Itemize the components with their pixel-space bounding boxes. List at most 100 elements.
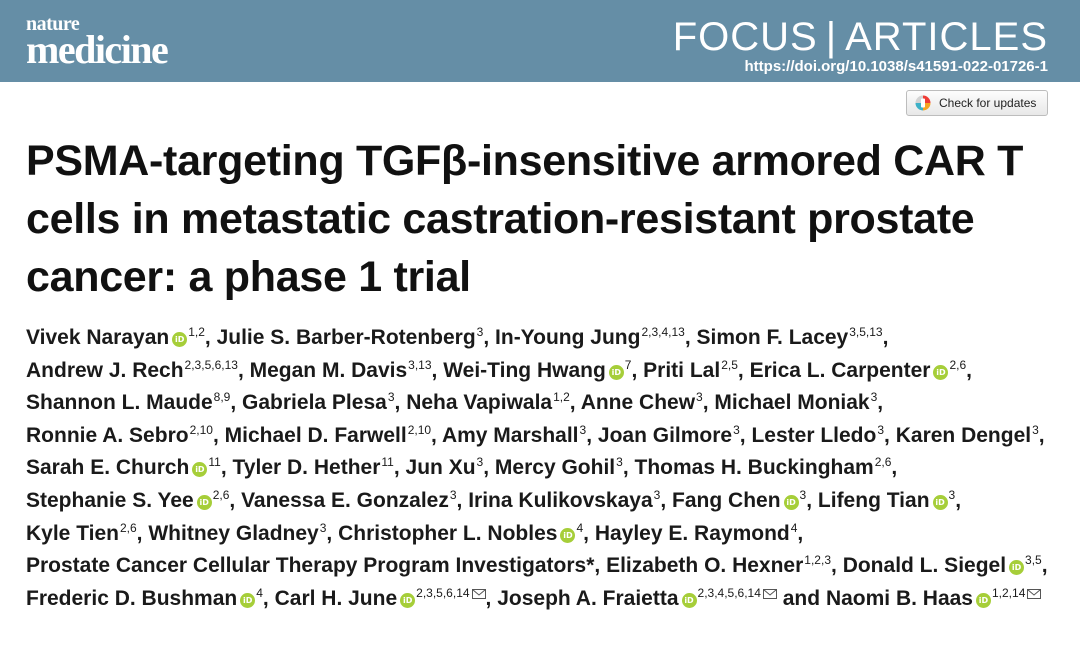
- orcid-icon[interactable]: iD: [933, 364, 949, 380]
- check-for-updates-button[interactable]: Check for updates: [906, 90, 1048, 116]
- author[interactable]: Joan Gilmore3,: [597, 422, 746, 447]
- affiliation-marker[interactable]: 11: [381, 455, 394, 470]
- author[interactable]: Prostate Cancer Cellular Therapy Program…: [26, 554, 601, 578]
- author[interactable]: Michael D. Farwell2,10,: [224, 422, 437, 447]
- affiliation-marker[interactable]: 3: [799, 487, 807, 502]
- orcid-icon[interactable]: iD: [608, 364, 624, 380]
- author[interactable]: Amy Marshall3,: [441, 422, 593, 447]
- affiliation-marker[interactable]: 4: [576, 520, 584, 535]
- affiliation-marker[interactable]: 3: [733, 422, 740, 437]
- author[interactable]: Hayley E. Raymond4,: [594, 520, 804, 545]
- author[interactable]: Whitney Gladney3,: [148, 520, 333, 545]
- author[interactable]: Neha Vapiwala1,2,: [406, 390, 576, 415]
- affiliation-marker[interactable]: 1,2: [553, 390, 570, 405]
- author[interactable]: Shannon L. Maude8,9,: [26, 390, 237, 415]
- affiliation-marker[interactable]: 2,3,4,13: [641, 325, 685, 339]
- author[interactable]: Stephanie S. Yee iD2,6,: [26, 487, 236, 512]
- journal-logo[interactable]: nature medicine: [26, 14, 169, 70]
- affiliation-marker[interactable]: 3: [948, 487, 956, 502]
- author[interactable]: Tyler D. Hether11,: [232, 455, 400, 480]
- affiliation-marker[interactable]: 3: [877, 422, 885, 437]
- email-icon[interactable]: [762, 588, 777, 599]
- affiliation-marker[interactable]: 3: [870, 390, 878, 405]
- affiliation-marker[interactable]: 2,6: [119, 520, 137, 535]
- affiliation-marker[interactable]: 3: [653, 487, 661, 502]
- orcid-icon[interactable]: iD: [240, 592, 256, 608]
- author[interactable]: Jun Xu3,: [405, 455, 490, 480]
- affiliation-marker[interactable]: 1,2,14: [992, 585, 1026, 600]
- author[interactable]: Ronnie A. Sebro2,10,: [26, 422, 219, 447]
- affiliation-marker[interactable]: 7: [624, 357, 632, 372]
- author[interactable]: Irina Kulikovskaya3,: [468, 487, 667, 512]
- author[interactable]: Naomi B. Haas iD1,2,14: [826, 585, 1042, 610]
- author[interactable]: Christopher L. Nobles iD4,: [338, 520, 589, 545]
- author[interactable]: Kyle Tien2,6,: [26, 520, 143, 545]
- orcid-icon[interactable]: iD: [783, 494, 799, 510]
- affiliation-marker[interactable]: 2,10: [189, 422, 213, 437]
- orcid-icon[interactable]: iD: [681, 592, 697, 608]
- affiliation-marker[interactable]: 3,5: [1025, 553, 1042, 568]
- affiliation-marker[interactable]: 2,6: [874, 455, 892, 470]
- orcid-icon[interactable]: iD: [560, 527, 576, 543]
- affiliation-marker[interactable]: 4: [790, 520, 798, 535]
- author[interactable]: Wei-Ting Hwang iD7,: [443, 357, 638, 382]
- affiliation-marker[interactable]: 1,2: [188, 325, 205, 339]
- affiliation-marker[interactable]: 3,5,13: [849, 325, 883, 339]
- affiliation-marker[interactable]: 11: [208, 455, 221, 470]
- author[interactable]: In-Young Jung2,3,4,13,: [495, 325, 691, 349]
- author[interactable]: Fang Chen iD3,: [672, 487, 813, 512]
- author[interactable]: Mercy Gohil3,: [494, 455, 629, 480]
- affiliation-marker[interactable]: 3,13: [408, 357, 432, 372]
- author[interactable]: Erica L. Carpenter iD2,6,: [749, 357, 972, 382]
- author[interactable]: Thomas H. Buckingham2,6,: [634, 455, 898, 480]
- orcid-icon[interactable]: iD: [192, 462, 208, 478]
- affiliation-marker[interactable]: 2,3,4,5,6,14: [697, 585, 761, 600]
- doi-link[interactable]: https://doi.org/10.1038/s41591-022-01726…: [744, 58, 1049, 75]
- author[interactable]: Frederic D. Bushman iD4,: [26, 585, 269, 610]
- author[interactable]: Lifeng Tian iD3,: [817, 487, 962, 512]
- affiliation-marker[interactable]: 3: [387, 390, 395, 405]
- affiliation-marker[interactable]: 2,10: [407, 422, 432, 437]
- author[interactable]: Joseph A. Fraietta iD2,3,4,5,6,14: [497, 587, 777, 610]
- affiliation-marker[interactable]: 2,6: [949, 357, 967, 372]
- author[interactable]: Sarah E. Church iD11,: [26, 455, 227, 480]
- orcid-icon[interactable]: iD: [172, 332, 188, 347]
- affiliation-marker[interactable]: 1,2,3: [804, 553, 831, 568]
- affiliation-marker[interactable]: 3: [1032, 422, 1039, 437]
- author[interactable]: Megan M. Davis3,13,: [249, 357, 438, 382]
- affiliation-marker[interactable]: 3: [319, 520, 327, 535]
- orcid-icon[interactable]: iD: [1009, 560, 1025, 576]
- affiliation-marker[interactable]: 3: [476, 455, 484, 470]
- affiliation-marker[interactable]: 8,9: [213, 390, 231, 405]
- affiliation-marker[interactable]: 4: [256, 585, 263, 600]
- author[interactable]: Vivek Narayan iD1,2,: [26, 325, 211, 349]
- affiliation-marker[interactable]: 2,5: [721, 357, 738, 372]
- author[interactable]: Andrew J. Rech2,3,5,6,13,: [26, 357, 244, 382]
- author[interactable]: Donald L. Siegel iD3,5,: [842, 553, 1048, 578]
- author[interactable]: Anne Chew3,: [580, 390, 709, 415]
- affiliation-marker[interactable]: 3: [579, 422, 587, 437]
- affiliation-marker[interactable]: 3: [616, 455, 623, 470]
- author[interactable]: Julie S. Barber-Rotenberg3,: [216, 325, 490, 349]
- author[interactable]: Simon F. Lacey3,5,13,: [696, 325, 889, 349]
- author[interactable]: Lester Lledo3,: [751, 422, 890, 447]
- affiliation-marker[interactable]: 3: [696, 390, 703, 405]
- author[interactable]: Gabriela Plesa3,: [242, 390, 401, 415]
- author[interactable]: Karen Dengel3,: [895, 422, 1045, 447]
- author[interactable]: Carl H. June iD2,3,5,6,14,: [274, 585, 492, 610]
- affiliation-marker[interactable]: 2,3,5,6,14: [416, 585, 470, 600]
- author[interactable]: Priti Lal2,5,: [643, 357, 744, 382]
- affiliation-marker[interactable]: 3: [449, 487, 457, 502]
- email-icon[interactable]: [1027, 588, 1042, 599]
- author[interactable]: Michael Moniak3,: [714, 390, 884, 415]
- orcid-icon[interactable]: iD: [196, 494, 212, 510]
- affiliation-marker[interactable]: 2,6: [212, 487, 230, 502]
- affiliation-marker[interactable]: 2,3,5,6,13: [184, 357, 238, 372]
- affiliation-marker[interactable]: 3: [476, 325, 484, 339]
- author[interactable]: Elizabeth O. Hexner1,2,3,: [606, 553, 837, 578]
- author[interactable]: Vanessa E. Gonzalez3,: [241, 487, 463, 512]
- orcid-icon[interactable]: iD: [932, 494, 948, 510]
- email-icon[interactable]: [471, 588, 486, 599]
- orcid-icon[interactable]: iD: [976, 592, 991, 608]
- orcid-icon[interactable]: iD: [400, 592, 416, 608]
